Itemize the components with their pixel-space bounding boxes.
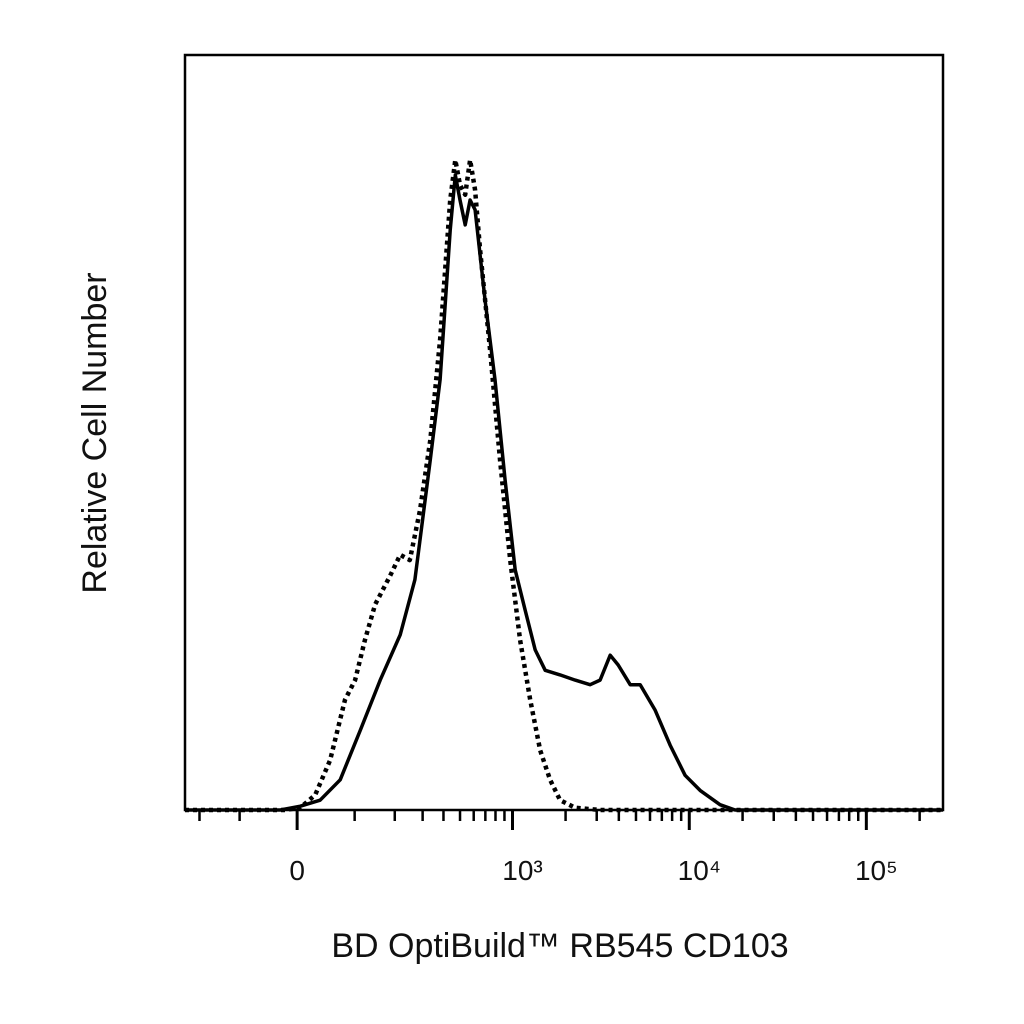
y-axis-label: Relative Cell Number [76, 272, 114, 593]
x-tick-label: 10⁴ [678, 855, 721, 886]
x-tick-label: 0 [289, 855, 305, 886]
histogram-line [185, 157, 943, 813]
x-tick-label: 10⁵ [855, 855, 898, 886]
plot-frame [183, 53, 945, 812]
histogram-line [185, 173, 943, 812]
x-axis-label: BD OptiBuild™ RB545 CD103 [331, 927, 788, 965]
x-tick-label: 10³ [502, 855, 542, 886]
